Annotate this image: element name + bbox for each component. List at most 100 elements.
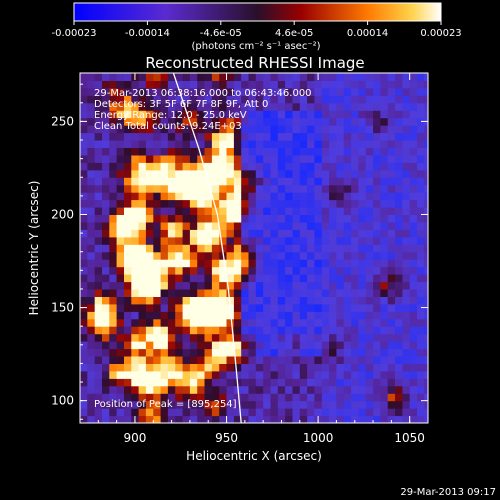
heatmap-cell bbox=[109, 169, 118, 178]
heatmap-cell bbox=[189, 87, 198, 96]
heatmap-cell bbox=[87, 244, 96, 253]
heatmap-cell bbox=[219, 80, 228, 89]
heatmap-cell bbox=[124, 102, 132, 111]
heatmap-cell bbox=[307, 221, 315, 230]
heatmap-cell bbox=[373, 154, 381, 163]
x-axis-label: Heliocentric X (arcsec) bbox=[186, 449, 322, 463]
heatmap-cell bbox=[329, 274, 337, 283]
heatmap-cell bbox=[263, 102, 272, 111]
heatmap-cell bbox=[131, 296, 140, 305]
heatmap-cell bbox=[285, 236, 293, 245]
heatmap-cell bbox=[211, 80, 220, 89]
heatmap-cell bbox=[211, 154, 220, 163]
heatmap-cell bbox=[307, 333, 315, 342]
heatmap-cell bbox=[417, 184, 425, 193]
heatmap-cell bbox=[233, 318, 242, 327]
heatmap-cell bbox=[387, 87, 396, 96]
heatmap-cell bbox=[417, 341, 425, 350]
heatmap-cell bbox=[87, 415, 96, 423]
heatmap-cell bbox=[219, 333, 228, 342]
heatmap-cell bbox=[138, 311, 147, 320]
heatmap-cell bbox=[80, 162, 88, 171]
heatmap-cell bbox=[160, 214, 169, 223]
heatmap-cell bbox=[277, 415, 286, 423]
heatmap-cell bbox=[80, 356, 88, 364]
heatmap-cell bbox=[285, 229, 293, 238]
heatmap-cell bbox=[219, 110, 228, 119]
heatmap-cell bbox=[402, 274, 411, 283]
heatmap-cell bbox=[211, 311, 220, 320]
heatmap-cell bbox=[351, 356, 359, 364]
heatmap-cell bbox=[299, 199, 308, 208]
heatmap-cell bbox=[80, 95, 88, 104]
heatmap-cell bbox=[94, 117, 103, 126]
heatmap-cell bbox=[365, 102, 374, 111]
heatmap-cell bbox=[204, 169, 213, 178]
heatmap-cell bbox=[380, 169, 389, 178]
heatmap-cell bbox=[189, 289, 198, 297]
heatmap-cell bbox=[248, 356, 257, 364]
heatmap-cell bbox=[167, 274, 176, 283]
heatmap-cell bbox=[285, 73, 293, 81]
heatmap-cell bbox=[285, 140, 293, 148]
heatmap-cell bbox=[94, 236, 103, 245]
heatmap-cell bbox=[124, 341, 132, 350]
heatmap-cell bbox=[175, 400, 184, 409]
heatmap-cell bbox=[380, 229, 389, 238]
heatmap-cell bbox=[94, 87, 103, 96]
heatmap-cell bbox=[102, 311, 110, 320]
heatmap-cell bbox=[153, 221, 162, 230]
heatmap-cell bbox=[409, 259, 418, 268]
heatmap-cell bbox=[204, 356, 213, 364]
heatmap-cell bbox=[255, 318, 264, 327]
heatmap-cell bbox=[263, 177, 272, 186]
heatmap-cell bbox=[145, 385, 154, 394]
heatmap-cell bbox=[124, 80, 132, 89]
heatmap-cell bbox=[351, 385, 359, 394]
heatmap-cell bbox=[219, 132, 228, 141]
heatmap-cell bbox=[402, 87, 411, 96]
heatmap-cell bbox=[182, 303, 191, 312]
heatmap-cell bbox=[307, 303, 315, 312]
heatmap-cell bbox=[182, 147, 191, 156]
heatmap-cell bbox=[109, 363, 118, 372]
heatmap-cell bbox=[358, 289, 367, 297]
heatmap-cell bbox=[395, 348, 403, 357]
heatmap-cell bbox=[277, 162, 286, 171]
heatmap-cell bbox=[380, 199, 389, 208]
heatmap-cell bbox=[109, 102, 118, 111]
heatmap-cell bbox=[277, 341, 286, 350]
heatmap-cell bbox=[336, 400, 345, 409]
heatmap-cell bbox=[277, 266, 286, 275]
heatmap-cell bbox=[160, 274, 169, 283]
heatmap-cell bbox=[365, 281, 374, 290]
heatmap-cell bbox=[373, 370, 381, 379]
heatmap-cell bbox=[373, 229, 381, 238]
heatmap-cell bbox=[336, 408, 345, 417]
heatmap-cell bbox=[102, 318, 110, 327]
heatmap-cell bbox=[329, 80, 337, 89]
heatmap-cell bbox=[263, 326, 272, 335]
heatmap-cell bbox=[226, 244, 235, 253]
heatmap-cell bbox=[358, 229, 367, 238]
heatmap-cell bbox=[197, 356, 206, 364]
heatmap-cell bbox=[409, 95, 418, 104]
heatmap-cell bbox=[299, 289, 308, 297]
heatmap-cell bbox=[80, 87, 88, 96]
heatmap-cell bbox=[365, 207, 374, 215]
heatmap-cell bbox=[145, 259, 154, 268]
info-block: 29-Mar-2013 06:38:16.000 to 06:43:46.000… bbox=[94, 88, 312, 132]
heatmap-cell bbox=[116, 333, 125, 342]
heatmap-cell bbox=[167, 110, 176, 119]
heatmap-cell bbox=[285, 199, 293, 208]
heatmap-cell bbox=[175, 221, 184, 230]
heatmap-cell bbox=[395, 251, 403, 260]
heatmap-cell bbox=[277, 370, 286, 379]
heatmap-cell bbox=[409, 125, 418, 134]
heatmap-cell bbox=[255, 296, 264, 305]
heatmap-cell bbox=[233, 326, 242, 335]
heatmap-cell bbox=[373, 356, 381, 364]
heatmap-cell bbox=[87, 80, 96, 89]
heatmap-cell bbox=[380, 363, 389, 372]
heatmap-cell bbox=[299, 207, 308, 215]
